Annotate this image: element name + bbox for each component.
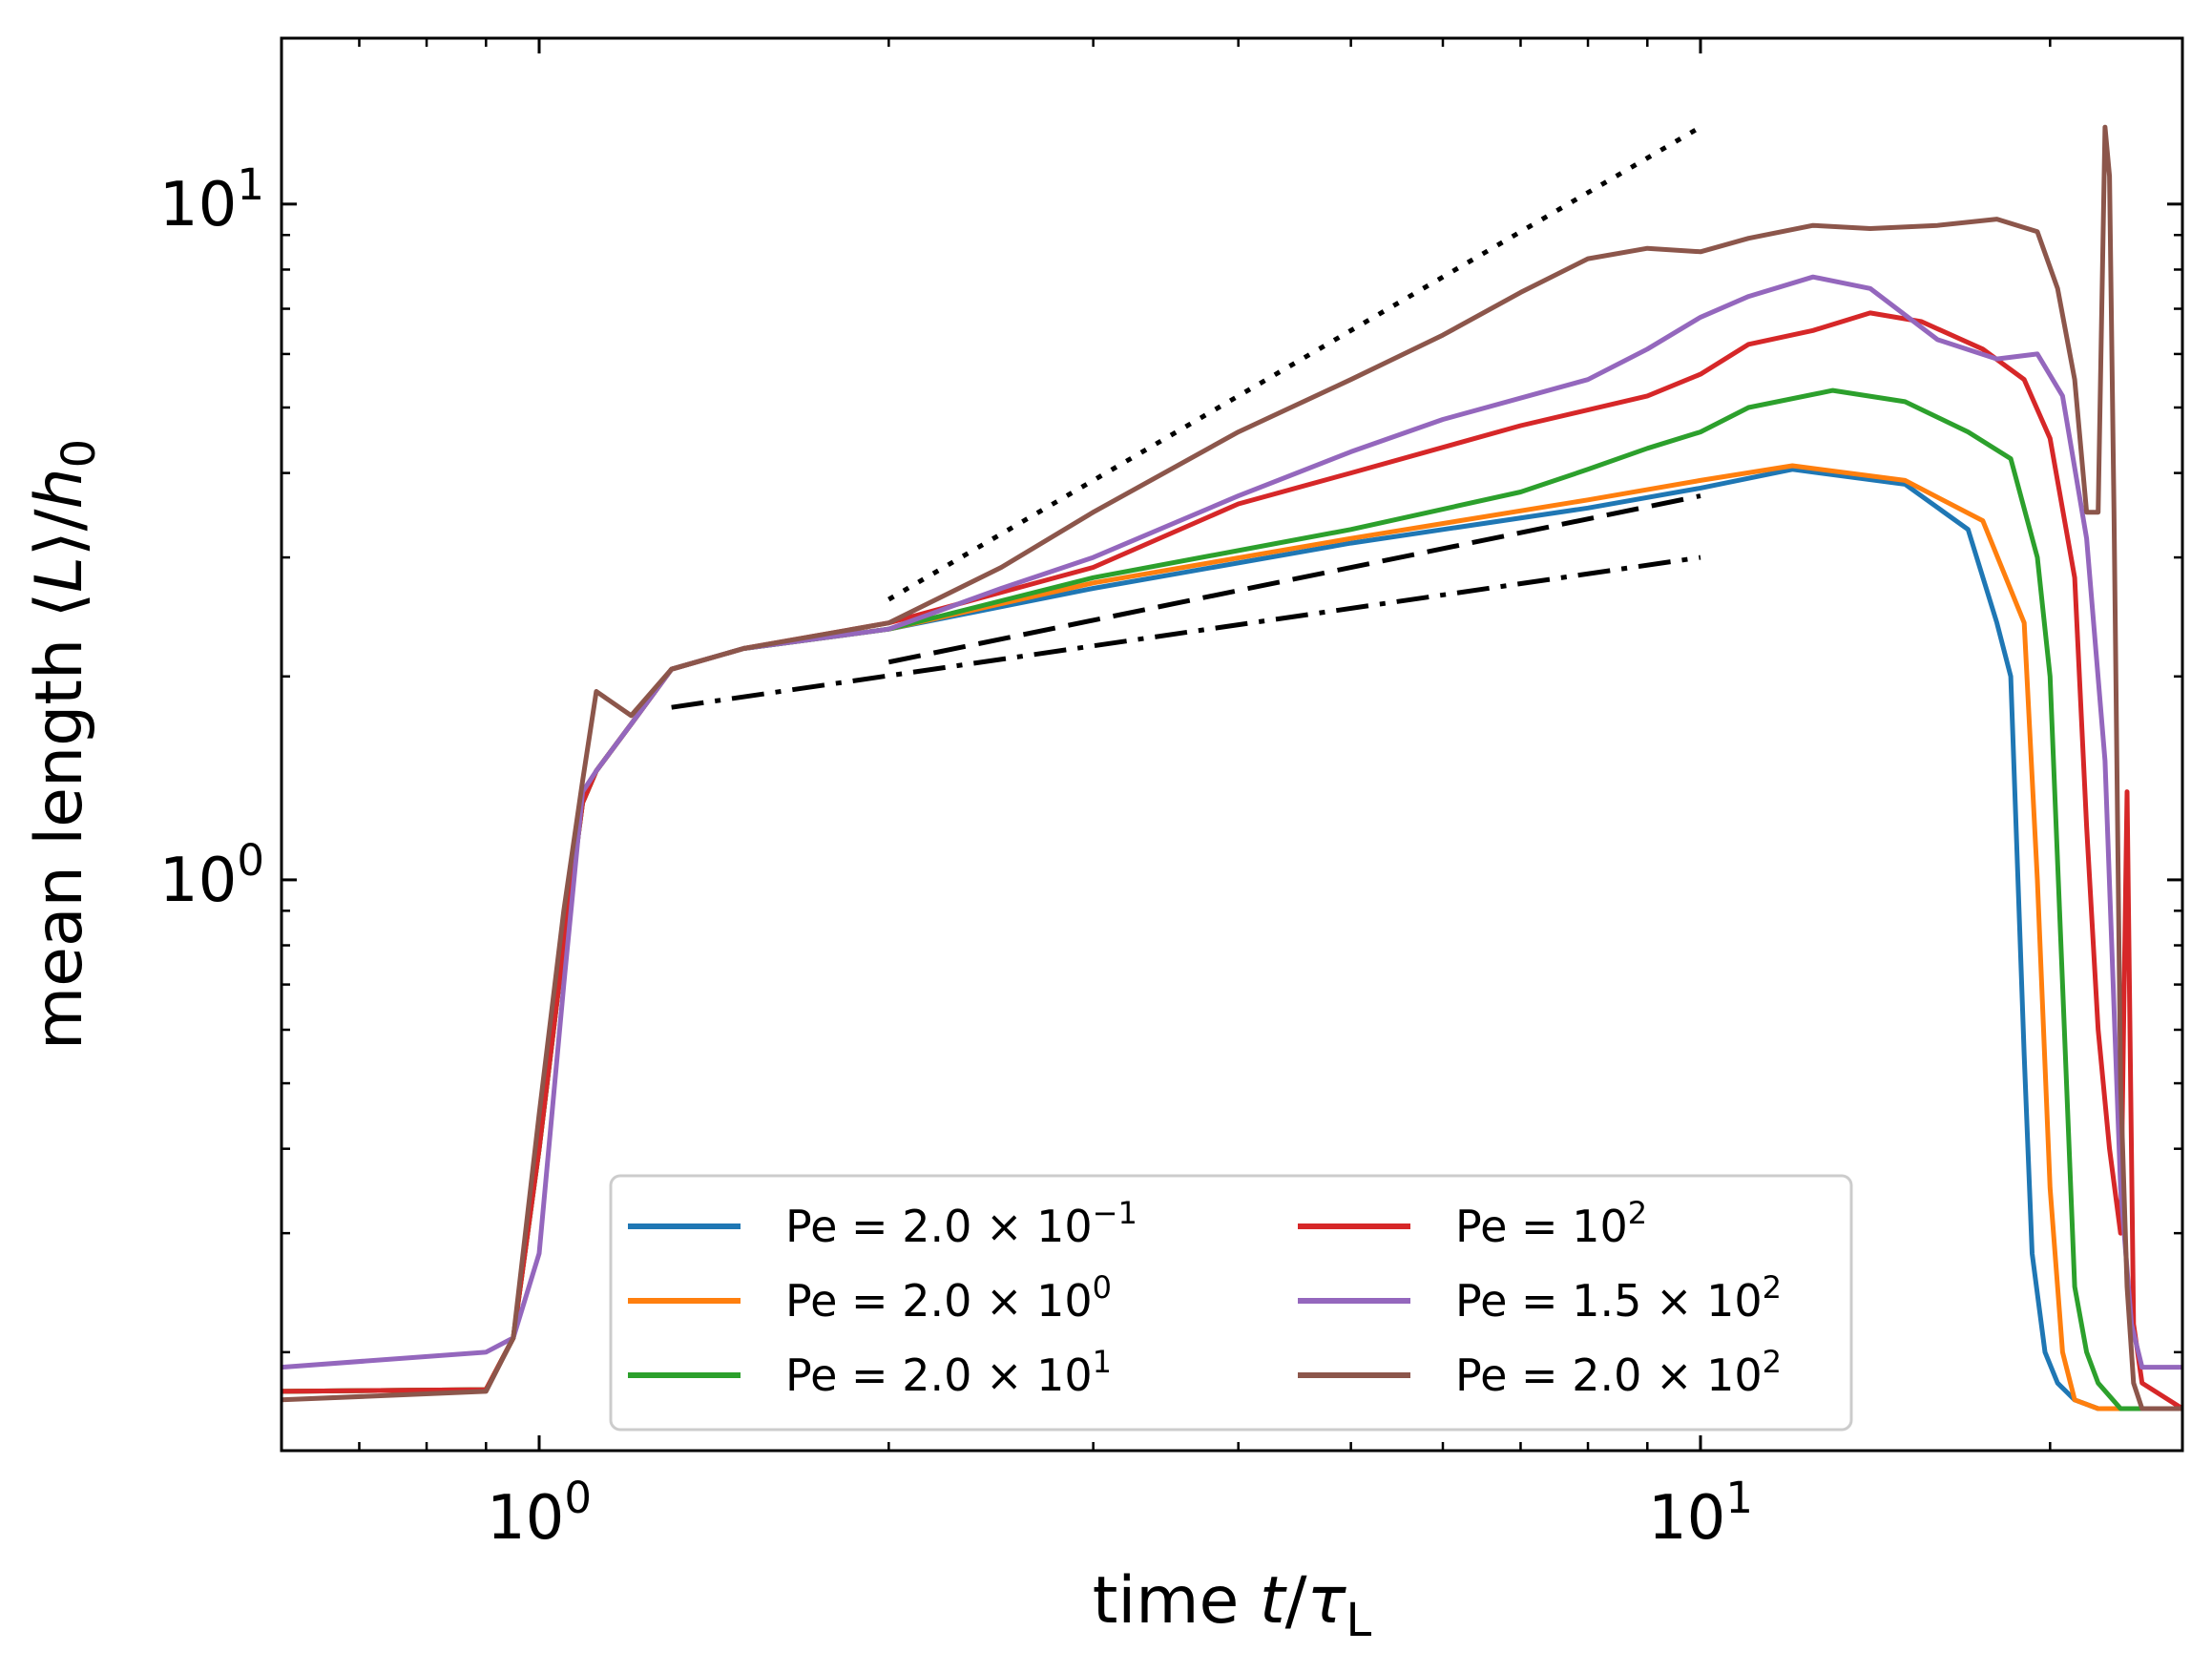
plot-frame [280, 36, 2184, 1453]
dashdot-guide [671, 554, 1701, 710]
legend-label: Pe = 2.0 × 100 [785, 1269, 1112, 1327]
x-tick-label: 100 [487, 1473, 592, 1554]
series-lines [282, 124, 2182, 1412]
dashed-guide [887, 493, 1701, 665]
y-axis-label: mean length ⟨L⟩/h0 [22, 439, 106, 1050]
dotted-guide [887, 124, 1702, 602]
x-tick-label: 101 [1648, 1473, 1753, 1554]
y-tick-label: 100 [159, 835, 264, 916]
legend-label: Pe = 2.0 × 102 [1455, 1344, 1782, 1401]
legend-label: Pe = 1.5 × 102 [1455, 1269, 1782, 1327]
legend-frame [609, 1174, 1853, 1432]
legend-label: Pe = 102 [1455, 1195, 1647, 1252]
x-axis-label: time t/τL [1093, 1563, 1372, 1647]
legend-label: Pe = 2.0 × 101 [785, 1344, 1112, 1401]
series-line-5 [282, 274, 2182, 1370]
reference-lines [671, 124, 1702, 710]
legend-label: Pe = 2.0 × 10−1 [785, 1195, 1137, 1252]
series-line-6 [282, 124, 2182, 1412]
axis-ticks: 100 101 100 101 [159, 38, 2182, 1554]
y-tick-label: 101 [159, 159, 264, 240]
legend: Pe = 2.0 × 10−1 Pe = 2.0 × 100 Pe = 2.0 × … [609, 1174, 1853, 1432]
series-line-4 [282, 310, 2182, 1412]
